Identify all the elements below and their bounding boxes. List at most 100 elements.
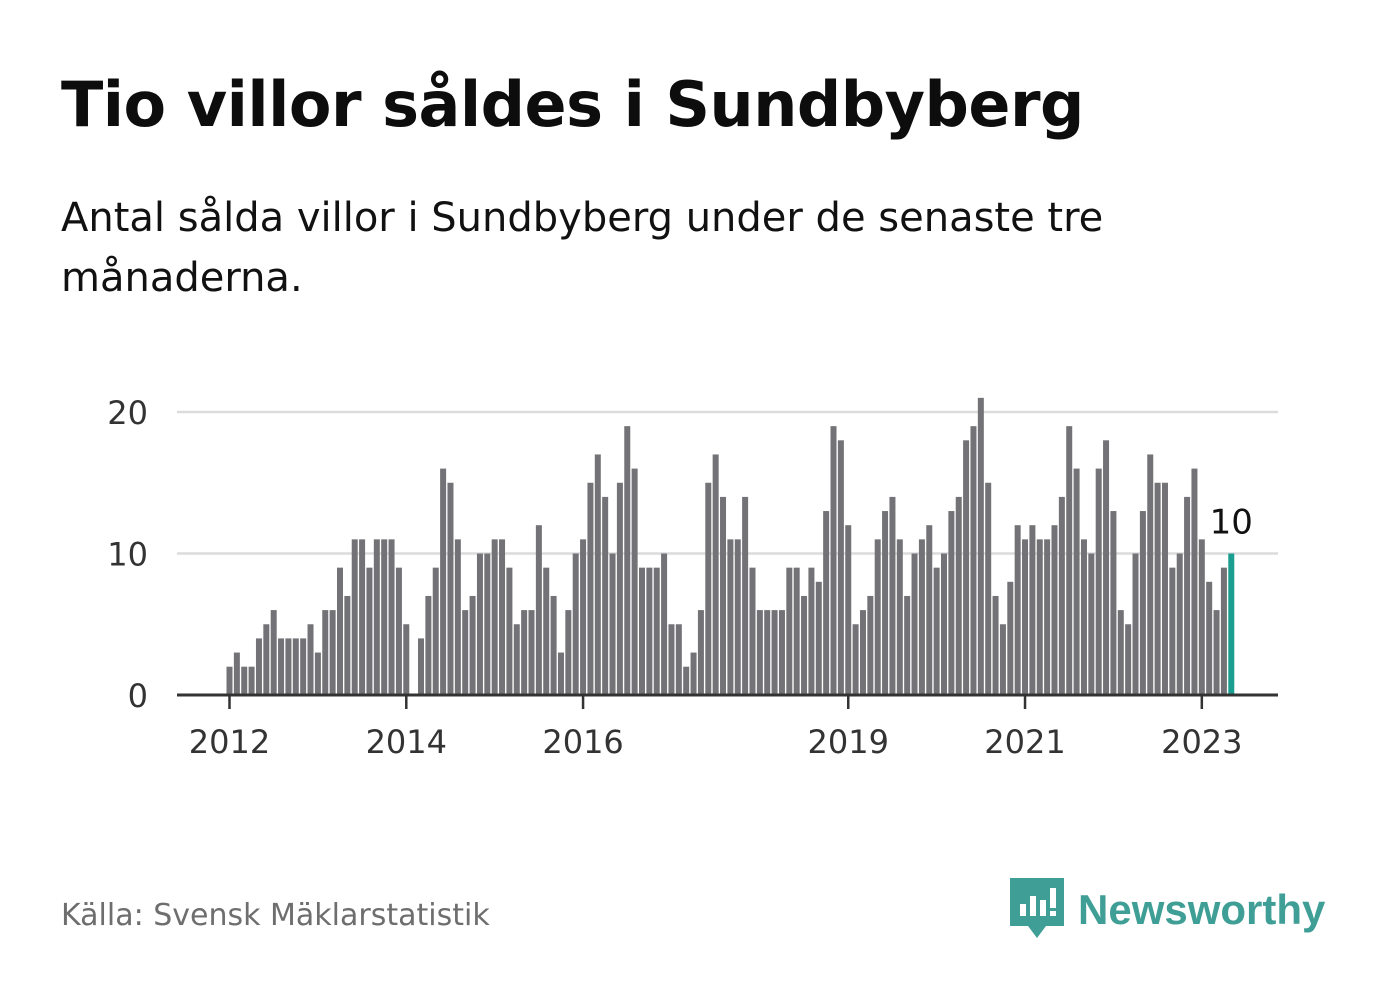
bar <box>535 525 542 695</box>
bar <box>808 567 815 695</box>
bar <box>771 610 778 695</box>
bar <box>742 496 749 695</box>
bar <box>359 539 366 695</box>
brand-logo[interactable]: Newsworthy <box>1010 878 1325 942</box>
bar <box>631 468 638 695</box>
x-tick-label: 2014 <box>366 723 447 761</box>
bar <box>270 610 277 695</box>
x-tick-label: 2023 <box>1161 723 1242 761</box>
bars <box>226 397 1235 695</box>
bar <box>859 610 866 695</box>
bar <box>373 539 380 695</box>
bar <box>602 496 609 695</box>
chart-subtitle: Antal sålda villor i Sundbyberg under de… <box>61 195 1104 301</box>
bar <box>675 624 682 695</box>
bar <box>543 567 550 695</box>
y-tick-label: 20 <box>107 394 148 432</box>
bar <box>852 624 859 695</box>
bar <box>1110 511 1117 695</box>
bar <box>1014 525 1021 695</box>
bar <box>999 624 1006 695</box>
bar <box>1132 553 1139 695</box>
bar <box>322 610 329 695</box>
bar <box>528 610 535 695</box>
bar <box>734 539 741 695</box>
bar <box>572 553 579 695</box>
bar <box>1206 581 1213 695</box>
x-axis <box>177 693 1278 709</box>
bar <box>440 468 447 695</box>
bar <box>1103 440 1110 695</box>
bar <box>476 553 483 695</box>
bar <box>292 638 299 695</box>
bar <box>226 666 233 695</box>
bar <box>484 553 491 695</box>
bar <box>300 638 307 695</box>
bar <box>1051 525 1058 695</box>
bar <box>1147 454 1154 695</box>
brand-name: Newsworthy <box>1078 886 1326 933</box>
bar <box>1169 567 1176 695</box>
bar <box>756 610 763 695</box>
bar <box>823 511 830 695</box>
bar <box>661 553 668 695</box>
bar <box>263 624 270 695</box>
bar <box>587 482 594 695</box>
bar <box>447 482 454 695</box>
bar <box>977 397 984 695</box>
bar <box>1191 468 1198 695</box>
labels: 0 10 20 2012 2014 2016 2019 2021 2023 10 <box>107 394 1253 761</box>
bar <box>557 652 564 695</box>
bar <box>381 539 388 695</box>
bar <box>307 624 314 695</box>
bar <box>830 426 837 695</box>
bar <box>683 666 690 695</box>
bar <box>255 638 262 695</box>
bar <box>646 567 653 695</box>
bar <box>896 539 903 695</box>
bar <box>992 595 999 695</box>
bar <box>336 567 343 695</box>
bar <box>1161 482 1168 695</box>
bar <box>1139 511 1146 695</box>
bar <box>1080 539 1087 695</box>
bar <box>248 666 255 695</box>
bar <box>837 440 844 695</box>
bar <box>344 595 351 695</box>
bar <box>778 610 785 695</box>
bar <box>329 610 336 695</box>
bar <box>705 482 712 695</box>
x-tick-label: 2012 <box>189 723 270 761</box>
bar <box>550 595 557 695</box>
highlight-value-label: 10 <box>1210 503 1253 543</box>
bar <box>491 539 498 695</box>
y-tick-label: 0 <box>128 677 148 715</box>
bar <box>233 652 240 695</box>
bar <box>366 567 373 695</box>
bar <box>815 581 822 695</box>
bar <box>948 511 955 695</box>
bar <box>1117 610 1124 695</box>
bar <box>314 652 321 695</box>
bar <box>462 610 469 695</box>
bar <box>565 610 572 695</box>
x-tick-label: 2021 <box>984 723 1065 761</box>
bar <box>278 638 285 695</box>
chart-title: Tio villor såldes i Sundbyberg <box>61 68 1084 141</box>
bar <box>801 595 808 695</box>
bar <box>1036 539 1043 695</box>
bar <box>1220 567 1227 695</box>
bar <box>926 525 933 695</box>
bar <box>506 567 513 695</box>
bar <box>845 525 852 695</box>
x-tick-label: 2016 <box>542 723 623 761</box>
bar <box>793 567 800 695</box>
bar <box>867 595 874 695</box>
bar <box>388 539 395 695</box>
bar <box>1029 525 1036 695</box>
bar <box>1095 468 1102 695</box>
bar <box>1066 426 1073 695</box>
newsworthy-logo-icon <box>1010 878 1064 938</box>
bar <box>580 539 587 695</box>
bar <box>1125 624 1132 695</box>
